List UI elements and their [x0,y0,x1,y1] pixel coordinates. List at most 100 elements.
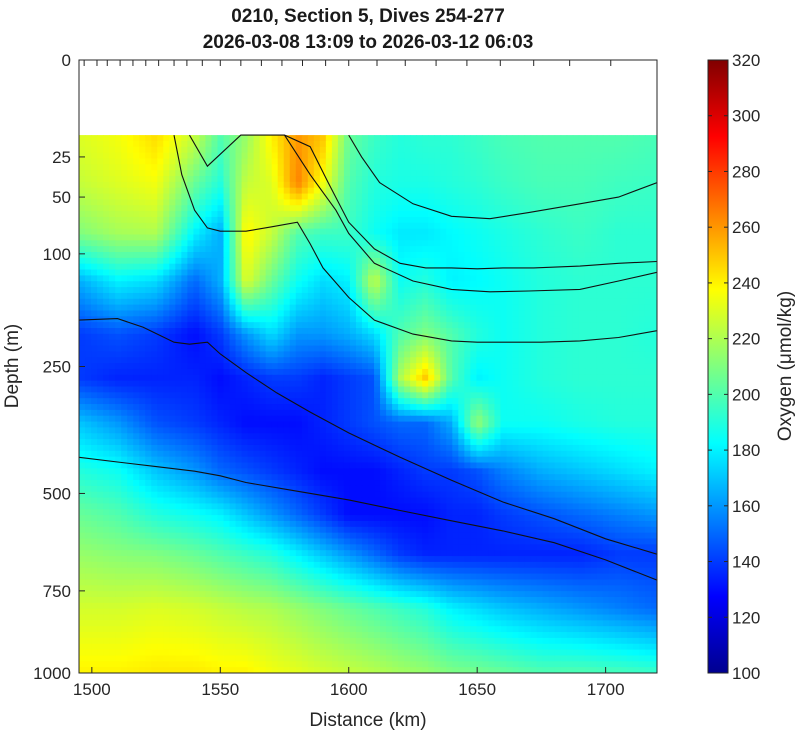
heatmap-cell [650,199,657,206]
heatmap-cell [193,176,201,183]
heatmap-cell [404,357,411,364]
heatmap-cell [518,222,526,230]
heatmap-cell [151,158,158,165]
heatmap-cell [536,140,544,148]
heatmap-cell [217,392,225,399]
heatmap-cell [566,158,574,165]
heatmap-cell [542,135,550,142]
heatmap-cell [536,374,544,382]
heatmap-cell [368,368,375,376]
heatmap-cell [187,404,194,411]
heatmap-cell [566,339,574,347]
heatmap-cell [506,398,514,405]
heatmap-cell [265,140,273,148]
heatmap-cell [139,263,146,271]
heatmap-cell [404,205,411,212]
heatmap-cell [368,398,375,405]
heatmap-cell [325,316,333,323]
heatmap-cell [626,328,634,335]
heatmap-cell [410,146,417,154]
heatmap-cell [542,421,550,429]
heatmap-cell [380,158,387,165]
heatmap-cell [428,357,435,364]
heatmap-cell [398,234,405,241]
heatmap-cell [542,298,550,306]
heatmap-cell [313,328,321,335]
heatmap-cell [193,287,201,294]
heatmap-cell [295,158,303,165]
heatmap-cell [578,322,586,329]
heatmap-cell [193,146,201,154]
heatmap-cell [283,363,291,370]
heatmap-cell [548,181,556,189]
heatmap-cell [536,427,544,434]
heatmap-cell [247,392,255,399]
heatmap-cell [319,252,327,259]
heatmap-cell [404,187,411,195]
heatmap-cell [103,292,110,300]
heatmap-cell [253,398,261,405]
heatmap-cell [524,246,532,253]
heatmap-cell [241,292,249,300]
heatmap-cell [259,275,267,282]
heatmap-cell [235,333,243,341]
heatmap-cell [572,240,580,247]
heatmap-cell [458,222,465,230]
heatmap-cell [289,170,297,177]
heatmap-cell [169,228,176,236]
heatmap-cell [386,146,393,154]
heatmap-cell [343,357,351,364]
heatmap-cell [295,170,303,177]
heatmap-cell [470,152,477,160]
heatmap-cell [422,386,429,393]
heatmap-cell [109,257,116,265]
heatmap-cell [157,357,164,364]
heatmap-cell [608,216,616,224]
heatmap-cell [217,316,225,323]
heatmap-cell [380,345,387,353]
heatmap-cell [614,287,622,294]
heatmap-cell [398,140,405,148]
heatmap-cell [572,211,580,218]
heatmap-cell [416,170,423,177]
heatmap-cell [584,368,592,376]
heatmap-cell [127,211,134,218]
heatmap-cell [109,351,116,358]
heatmap-cell [446,328,453,335]
heatmap-cell [386,304,393,312]
heatmap-cell [458,298,465,306]
heatmap-cell [380,246,387,253]
heatmap-cell [121,404,128,411]
heatmap-cell [638,246,646,253]
heatmap-cell [97,310,104,317]
heatmap-cell [355,316,363,323]
heatmap-cell [205,380,213,388]
heatmap-cell [590,228,598,236]
heatmap-cell [181,433,188,440]
heatmap-cell [422,240,429,247]
heatmap-cell [428,380,435,388]
heatmap-cell [644,257,652,265]
heatmap-cell [560,164,568,171]
heatmap-cell [644,292,652,300]
heatmap-cell [145,304,152,312]
heatmap-cell [404,269,411,277]
heatmap-cell [193,135,201,142]
heatmap-cell [476,170,483,177]
heatmap-cell [476,380,483,388]
heatmap-cell [488,187,496,195]
heatmap-cell [566,351,574,358]
heatmap-cell [97,351,104,358]
heatmap-cell [349,351,357,358]
heatmap-cell [476,216,483,224]
heatmap-cell [139,328,146,335]
heatmap-cell [343,287,351,294]
heatmap-cell [325,269,333,277]
heatmap-cell [115,211,122,218]
heatmap-cell [434,409,441,417]
heatmap-cell [217,386,225,393]
heatmap-cell [440,386,447,393]
heatmap-cell [374,357,381,364]
heatmap-cell [355,357,363,364]
heatmap-cell [572,158,580,165]
